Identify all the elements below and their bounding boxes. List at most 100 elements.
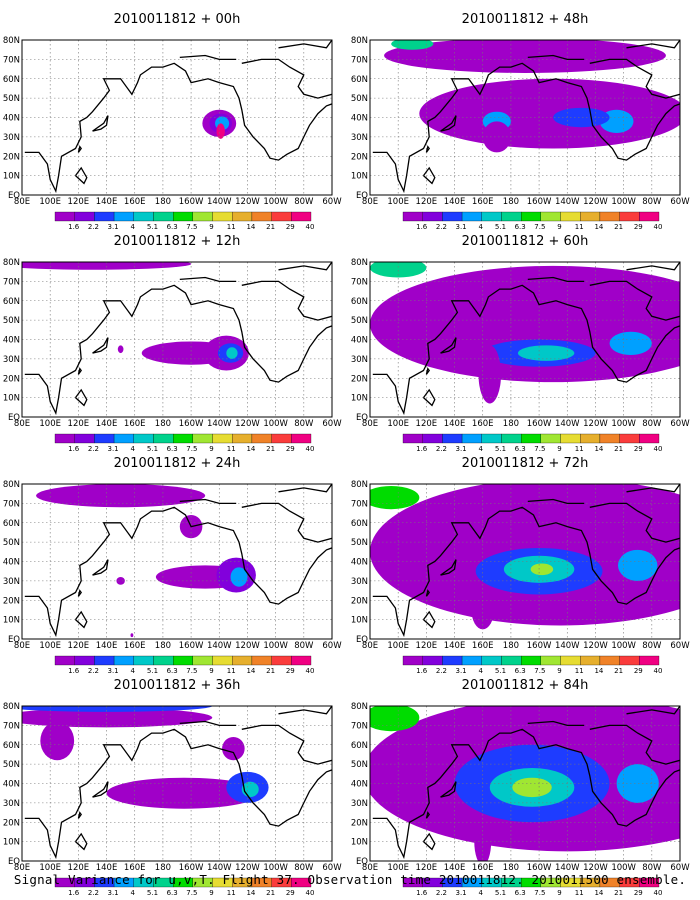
colorbar-swatch: [173, 433, 193, 444]
coastline: [626, 262, 680, 271]
y-tick-label: 30N: [351, 799, 368, 809]
x-tick-label: 80E: [362, 863, 378, 873]
colorbar-swatch: [619, 211, 640, 222]
y-tick-label: 80N: [351, 36, 368, 46]
colorbar-swatch: [113, 433, 134, 444]
x-tick-label: 120W: [235, 197, 260, 207]
colorbar-label: 29: [286, 223, 295, 231]
coastline: [425, 589, 431, 597]
colorbar-swatch: [94, 655, 115, 666]
x-tick-label: 120E: [416, 641, 438, 651]
x-tick-label: 80E: [14, 197, 30, 207]
variance-contour: [226, 347, 238, 359]
colorbar-swatch: [173, 655, 193, 666]
y-tick-label: 20N: [3, 818, 20, 828]
x-tick-label: 160E: [472, 197, 494, 207]
x-tick-label: 140E: [96, 863, 118, 873]
y-tick-label: 20N: [3, 596, 20, 606]
colorbar-swatch: [402, 433, 423, 444]
colorbar-label: 9: [557, 445, 561, 453]
colorbar-label: 11: [575, 889, 584, 897]
colorbar-swatch: [192, 433, 213, 444]
variance-contour: [130, 633, 134, 638]
y-tick-label: 30N: [351, 577, 368, 587]
colorbar-swatch: [560, 433, 581, 444]
colorbar-label: 6.3: [515, 889, 526, 897]
colorbar-swatch: [173, 211, 193, 222]
colorbar-swatch: [212, 433, 233, 444]
coastline: [527, 54, 585, 61]
y-tick-label: 70N: [3, 55, 20, 65]
colorbar-swatch: [74, 211, 95, 222]
x-tick-label: 80W: [642, 641, 662, 651]
x-tick-label: 140W: [207, 641, 232, 651]
y-tick-label: 20N: [351, 374, 368, 384]
variance-contour: [553, 107, 610, 128]
variance-contour: [22, 707, 213, 728]
y-tick-label: 30N: [351, 355, 368, 365]
y-tick-label: 50N: [3, 316, 20, 326]
colorbar-swatch: [521, 655, 541, 666]
x-tick-label: 120E: [416, 197, 438, 207]
colorbar-swatch: [540, 433, 561, 444]
colorbar-label: 3.1: [108, 445, 119, 453]
x-tick-label: 120E: [68, 863, 90, 873]
colorbar-label: 1.6: [416, 223, 428, 231]
y-tick-label: 30N: [3, 799, 20, 809]
colorbar-label: 2.2: [436, 445, 447, 453]
colorbar-swatch: [422, 655, 443, 666]
colorbar-label: 9: [209, 667, 213, 675]
coastline: [74, 832, 88, 851]
colorbar-swatch: [501, 211, 522, 222]
x-tick-label: 140W: [555, 197, 580, 207]
y-tick-label: 10N: [351, 838, 368, 848]
variance-contour: [22, 262, 192, 270]
colorbar-swatch: [501, 433, 522, 444]
colorbar-label: 21: [614, 223, 623, 231]
colorbar-swatch: [442, 211, 463, 222]
x-tick-label: 80E: [14, 863, 30, 873]
colorbar-swatch: [232, 211, 253, 222]
colorbar-label: 7.5: [534, 445, 545, 453]
variance-contour: [482, 121, 511, 153]
coastline: [77, 589, 83, 597]
colorbar-label: 1.6: [68, 445, 80, 453]
x-tick-label: 180: [155, 641, 171, 651]
x-tick-label: 140E: [444, 197, 466, 207]
x-tick-label: 100W: [611, 641, 636, 651]
variance-contour: [370, 265, 680, 383]
colorbar-swatch: [212, 211, 233, 222]
coastline: [24, 728, 332, 860]
variance-contour: [474, 818, 492, 861]
colorbar-label: 9: [209, 889, 213, 897]
y-tick-label: 20N: [351, 596, 368, 606]
colorbar-label: 40: [306, 223, 315, 231]
y-tick-label: 60N: [351, 519, 368, 529]
colorbar-swatch: [580, 433, 601, 444]
variance-contour: [230, 567, 248, 587]
coastline: [372, 506, 680, 638]
colorbar-swatch: [639, 211, 660, 222]
colorbar-swatch: [481, 655, 502, 666]
x-tick-label: 80W: [294, 863, 314, 873]
x-tick-label: 160W: [179, 641, 204, 651]
coastline: [626, 40, 680, 49]
colorbar-label: 5.1: [147, 889, 158, 897]
field-layer: [370, 40, 680, 195]
coastline: [24, 62, 332, 194]
colorbar-label: 29: [286, 889, 295, 897]
x-tick-label: 60W: [322, 197, 342, 207]
colorbar-label: 11: [227, 445, 236, 453]
variance-contour: [618, 549, 658, 581]
variance-contour: [36, 484, 206, 508]
y-tick-label: 10N: [3, 616, 20, 626]
colorbar-swatch: [74, 433, 95, 444]
x-tick-label: 60W: [670, 419, 690, 429]
y-tick-label: 20N: [351, 818, 368, 828]
variance-contour: [471, 590, 494, 630]
colorbar-label: 4: [131, 667, 136, 675]
x-tick-label: 60W: [322, 641, 342, 651]
x-tick-label: 160E: [472, 863, 494, 873]
map-frame: [21, 261, 333, 418]
coastline: [372, 62, 680, 194]
